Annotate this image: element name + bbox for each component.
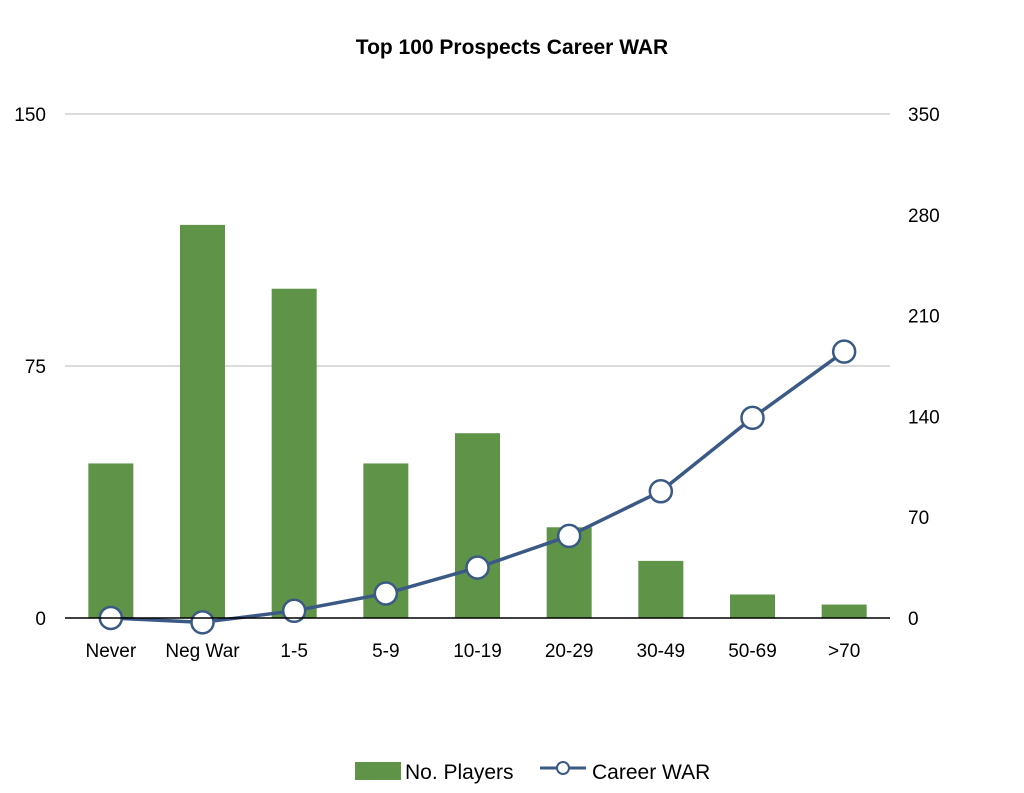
data-point [465, 555, 490, 580]
bar [455, 433, 500, 618]
legend-marker-career-war [556, 761, 570, 775]
y-left-tick-label: 0 [35, 609, 46, 630]
x-tick-label: >70 [828, 641, 860, 662]
axes: 0 75 150 0 70 140 210 280 350 Never Neg War 1-5 5-9 1… [14, 105, 939, 662]
data-point [648, 479, 674, 504]
x-tick-label: 1-5 [280, 641, 307, 662]
y-left-tick-label: 75 [25, 357, 46, 378]
x-tick-label: Never [85, 641, 136, 662]
bar [180, 224, 225, 618]
x-tick-label: 5-9 [372, 641, 399, 662]
data-point [831, 339, 857, 364]
legend-label-career-war: Career WAR [592, 761, 710, 784]
chart-title: Top 100 Prospects Career WAR [356, 36, 668, 59]
x-tick-label: 30-49 [637, 641, 686, 662]
data-point [556, 523, 582, 549]
y-right-tick-label: 210 [908, 307, 940, 328]
data-point [373, 581, 399, 606]
bar-series [88, 224, 867, 618]
legend: No. Players Career WAR [355, 761, 710, 784]
x-tick-label: 10-19 [453, 641, 502, 662]
y-right-tick-label: 280 [908, 206, 940, 227]
bar [730, 594, 775, 618]
data-point [281, 598, 307, 624]
legend-swatch-no-players [355, 762, 401, 780]
bar [88, 463, 134, 618]
y-left-tick-label: 150 [14, 105, 46, 126]
y-right-tick-label: 140 [908, 407, 940, 428]
data-point [740, 405, 765, 431]
x-tick-label: 20-29 [545, 641, 594, 662]
data-point [190, 610, 215, 635]
y-right-tick-label: 70 [908, 508, 929, 529]
y-right-tick-label: 350 [908, 105, 940, 126]
bar [821, 604, 867, 618]
bar [638, 560, 684, 618]
legend-label-no-players: No. Players [405, 761, 514, 784]
bar [271, 288, 317, 618]
x-tick-label: 50-69 [728, 641, 777, 662]
y-right-tick-label: 0 [908, 609, 919, 630]
x-tick-label: Neg War [165, 641, 240, 662]
